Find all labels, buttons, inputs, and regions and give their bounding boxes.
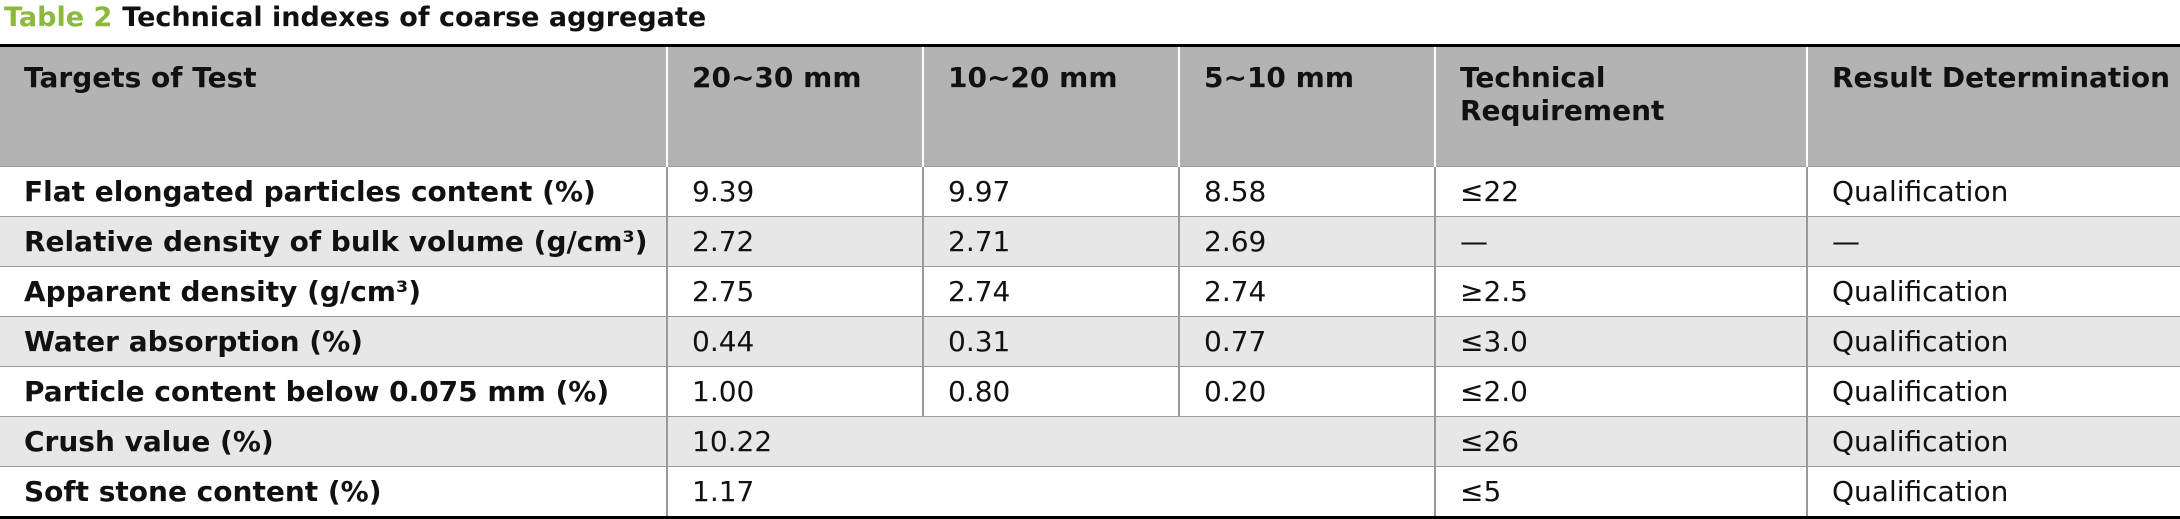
table-cell: Qualification <box>1806 466 2180 518</box>
table-cell: 2.74 <box>922 266 1179 317</box>
row-label: Soft stone content (%) <box>0 466 667 518</box>
header-cell: Result Determination <box>1806 45 2180 167</box>
header-cell: 5~10 mm <box>1178 45 1435 167</box>
data-table: Targets of Test 20~30 mm 10~20 mm 5~10 mm Te… <box>0 44 2180 519</box>
table-cell: 0.80 <box>922 366 1179 417</box>
table-cell: 8.58 <box>1178 166 1435 217</box>
table-row: Apparent density (g/cm³) 2.75 2.74 2.74 ≥2.5… <box>0 266 2180 317</box>
table-row: Particle content below 0.075 mm (%) 1.00 0… <box>0 366 2180 417</box>
row-label: Crush value (%) <box>0 416 667 467</box>
row-label: Particle content below 0.075 mm (%) <box>0 366 667 417</box>
table-cell: ≤22 <box>1434 166 1807 217</box>
table-row: Flat elongated particles content (%) 9.39… <box>0 166 2180 217</box>
table-cell: Qualification <box>1806 316 2180 367</box>
table-cell: 0.44 <box>666 316 923 367</box>
table-cell: ≥2.5 <box>1434 266 1807 317</box>
row-label: Water absorption (%) <box>0 316 667 367</box>
table-cell: ≤26 <box>1434 416 1807 467</box>
header-cell: Targets of Test <box>0 45 667 167</box>
table-cell: 0.77 <box>1178 316 1435 367</box>
table-body: Flat elongated particles content (%) 9.39… <box>0 166 2180 518</box>
table-cell: 2.69 <box>1178 216 1435 267</box>
header-row: Targets of Test 20~30 mm 10~20 mm 5~10 mm Te… <box>0 45 2180 167</box>
table-cell: 2.72 <box>666 216 923 267</box>
table-row: Crush value (%) 10.22 ≤26 Qualification <box>0 416 2180 467</box>
row-label: Apparent density (g/cm³) <box>0 266 667 317</box>
table-cell: Qualification <box>1806 366 2180 417</box>
table-cell: Qualification <box>1806 166 2180 217</box>
table-cell: 1.00 <box>666 366 923 417</box>
table-cell: 0.31 <box>922 316 1179 367</box>
caption-text: Technical indexes of coarse aggregate <box>122 2 707 33</box>
header-cell: 20~30 mm <box>666 45 923 167</box>
table-row: Soft stone content (%) 1.17 ≤5 Qualificatio… <box>0 466 2180 518</box>
table-cell: ≤5 <box>1434 466 1807 518</box>
table-cell: ≤3.0 <box>1434 316 1807 367</box>
table-cell: ≤2.0 <box>1434 366 1807 417</box>
table-cell: 2.75 <box>666 266 923 317</box>
row-label: Relative density of bulk volume (g/cm³) <box>0 216 667 267</box>
header-cell: 10~20 mm <box>922 45 1179 167</box>
table-cell: 9.97 <box>922 166 1179 217</box>
table-caption: Table 2 Technical indexes of coarse aggre… <box>0 0 2180 40</box>
table-cell: 0.20 <box>1178 366 1435 417</box>
table-row: Water absorption (%) 0.44 0.31 0.77 ≤3.0 Qual… <box>0 316 2180 367</box>
caption-label: Table 2 <box>4 2 113 33</box>
row-label: Flat elongated particles content (%) <box>0 166 667 217</box>
header-cell: Technical Requirement <box>1434 45 1807 167</box>
table-cell: 2.74 <box>1178 266 1435 317</box>
table-cell: 1.17 <box>666 466 1435 518</box>
table-row: Relative density of bulk volume (g/cm³) 2… <box>0 216 2180 267</box>
table-cell: 2.71 <box>922 216 1179 267</box>
table-cell: Qualification <box>1806 266 2180 317</box>
table-cell: 10.22 <box>666 416 1435 467</box>
table-cell: 9.39 <box>666 166 923 217</box>
table-cell: — <box>1434 216 1807 267</box>
table-cell: — <box>1806 216 2180 267</box>
table-cell: Qualification <box>1806 416 2180 467</box>
